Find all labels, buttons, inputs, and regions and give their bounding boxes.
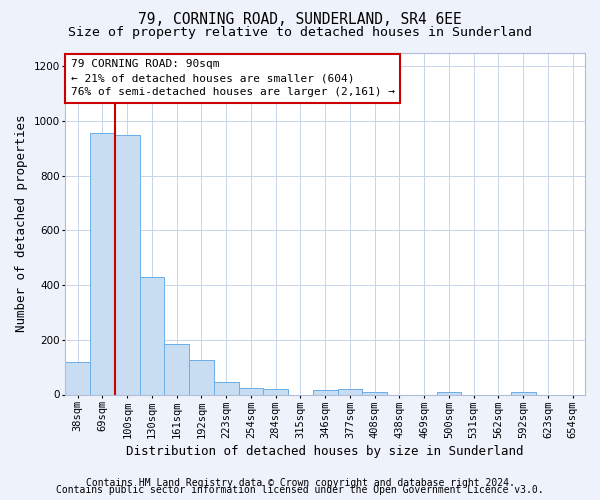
- Bar: [313, 390, 338, 394]
- Text: Contains public sector information licensed under the Open Government Licence v3: Contains public sector information licen…: [56, 485, 544, 495]
- Bar: [189, 360, 214, 394]
- Bar: [511, 392, 536, 394]
- Bar: [90, 133, 115, 394]
- Bar: [338, 389, 362, 394]
- Bar: [263, 389, 288, 394]
- Bar: [437, 392, 461, 394]
- Y-axis label: Number of detached properties: Number of detached properties: [15, 115, 28, 332]
- X-axis label: Distribution of detached houses by size in Sunderland: Distribution of detached houses by size …: [127, 444, 524, 458]
- Bar: [65, 362, 90, 394]
- Text: Size of property relative to detached houses in Sunderland: Size of property relative to detached ho…: [68, 26, 532, 39]
- Bar: [164, 344, 189, 395]
- Bar: [239, 388, 263, 394]
- Bar: [214, 382, 239, 394]
- Text: 79 CORNING ROAD: 90sqm
← 21% of detached houses are smaller (604)
76% of semi-de: 79 CORNING ROAD: 90sqm ← 21% of detached…: [71, 60, 395, 98]
- Text: Contains HM Land Registry data © Crown copyright and database right 2024.: Contains HM Land Registry data © Crown c…: [86, 478, 514, 488]
- Text: 79, CORNING ROAD, SUNDERLAND, SR4 6EE: 79, CORNING ROAD, SUNDERLAND, SR4 6EE: [138, 12, 462, 28]
- Bar: [362, 392, 387, 394]
- Bar: [115, 134, 140, 394]
- Bar: [140, 277, 164, 394]
